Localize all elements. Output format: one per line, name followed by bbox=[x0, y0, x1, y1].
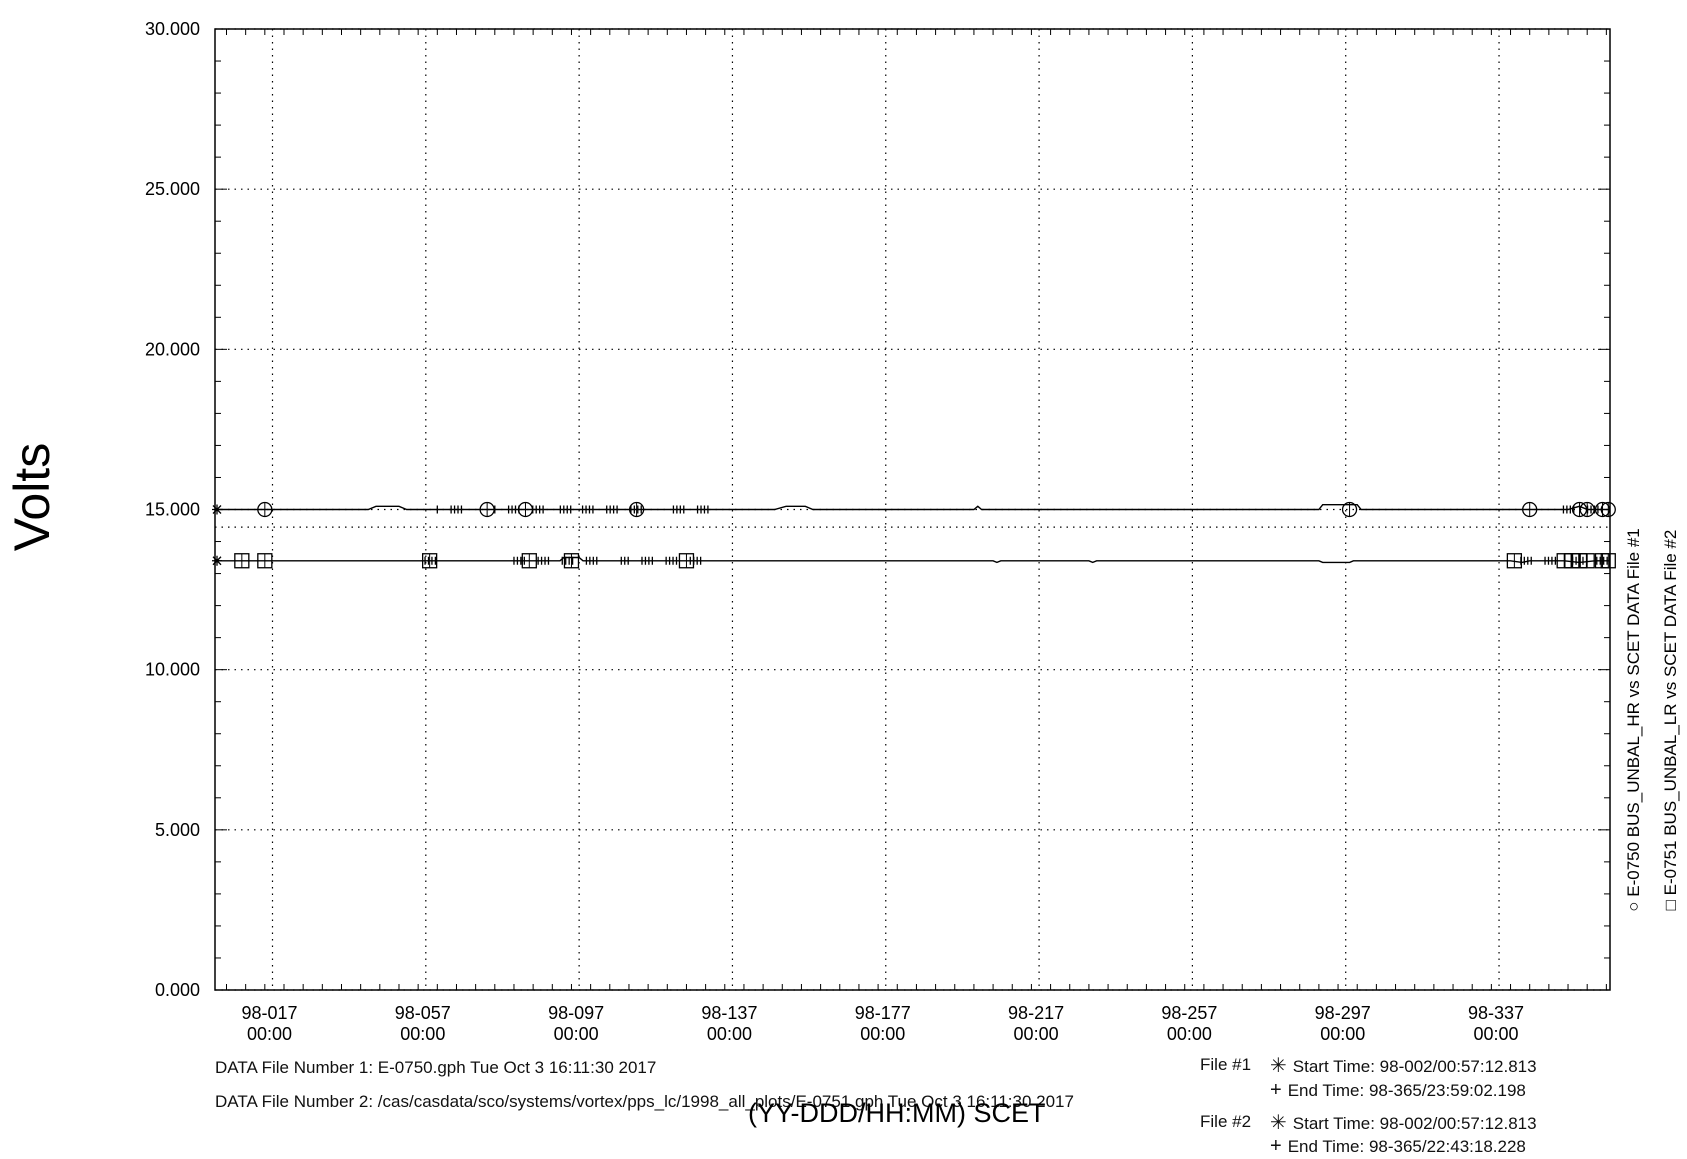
x-tick-label: 98-017 bbox=[241, 1003, 297, 1023]
series-line bbox=[215, 504, 1610, 511]
x-tick-sublabel: 00:00 bbox=[1320, 1024, 1365, 1044]
file2-end-time: End Time: 98-365/22:43:18.228 bbox=[1287, 1137, 1526, 1156]
y-tick-label: 20.000 bbox=[145, 339, 200, 359]
x-tick-sublabel: 00:00 bbox=[860, 1024, 905, 1044]
y-tick-label: 0.000 bbox=[155, 980, 200, 1000]
y-tick-label: 30.000 bbox=[145, 19, 200, 39]
y-tick-labels: 0.000 5.000 10.000 15.000 20.000 25.000 30.000 bbox=[145, 19, 200, 1000]
start-asterisk-marker bbox=[212, 504, 222, 515]
series bbox=[212, 501, 1616, 569]
x-axis-label: (YY-DDD/HH:MM) SCET bbox=[748, 1098, 1046, 1128]
legend-item-1: ○ E-0750 BUS_UNBAL_HR vs SCET DATA File … bbox=[1624, 528, 1644, 912]
y-axis-label: Volts bbox=[4, 442, 60, 552]
grid bbox=[215, 28, 1610, 991]
series-2 bbox=[212, 553, 1616, 569]
x-tick-label: 98-137 bbox=[701, 1003, 757, 1023]
legend-label-1: E-0750 BUS_UNBAL_HR vs SCET DATA File #1 bbox=[1624, 528, 1643, 897]
circle-marker-icon: ○ bbox=[1624, 901, 1643, 912]
y-tick-label: 10.000 bbox=[145, 660, 200, 680]
series-1 bbox=[212, 501, 1616, 518]
footer-file2-line: DATA File Number 2: /cas/casdata/sco/sys… bbox=[215, 1092, 1074, 1111]
start-asterisk-marker bbox=[212, 555, 222, 566]
file1-end-row: + End Time: 98-365/23:59:02.198 bbox=[1270, 1079, 1526, 1102]
y-tick-label: 25.000 bbox=[145, 179, 200, 199]
file2-end-row: + End Time: 98-365/22:43:18.228 bbox=[1270, 1135, 1526, 1158]
file1-label: File #1 bbox=[1200, 1055, 1252, 1074]
minor-ticks bbox=[215, 28, 1610, 991]
x-tick-sublabel: 00:00 bbox=[1014, 1024, 1059, 1044]
x-tick-sublabel: 00:00 bbox=[1474, 1024, 1519, 1044]
series-line bbox=[215, 556, 1610, 564]
file1-end-time: End Time: 98-365/23:59:02.198 bbox=[1287, 1081, 1526, 1100]
footer-file1-line: DATA File Number 1: E-0750.gph Tue Oct 3… bbox=[215, 1058, 657, 1077]
x-tick-label: 98-297 bbox=[1315, 1003, 1371, 1023]
x-tick-label: 98-097 bbox=[548, 1003, 604, 1023]
file2-start-row: ✳ Start Time: 98-002/00:57:12.813 bbox=[1270, 1110, 1537, 1135]
end-marker-icon: + bbox=[1270, 1135, 1282, 1157]
x-tick-label: 98-057 bbox=[395, 1003, 451, 1023]
legend-item-2: □ E-0751 BUS_UNBAL_LR vs SCET DATA File … bbox=[1661, 530, 1681, 911]
x-tick-sublabel: 00:00 bbox=[554, 1024, 599, 1044]
y-tick-label: 5.000 bbox=[155, 820, 200, 840]
x-tick-label: 98-217 bbox=[1008, 1003, 1064, 1023]
square-marker-icon: □ bbox=[1661, 900, 1680, 911]
x-tick-sublabel: 00:00 bbox=[247, 1024, 292, 1044]
x-tick-label: 98-177 bbox=[855, 1003, 911, 1023]
start-marker-icon: ✳ bbox=[1270, 1055, 1287, 1077]
start-marker-icon: ✳ bbox=[1270, 1112, 1287, 1134]
x-tick-sublabel: 00:00 bbox=[1167, 1024, 1212, 1044]
file2-label: File #2 bbox=[1200, 1112, 1252, 1131]
file1-start-time: Start Time: 98-002/00:57:12.813 bbox=[1292, 1057, 1537, 1076]
x-tick-sublabel: 00:00 bbox=[707, 1024, 752, 1044]
x-tick-label: 98-337 bbox=[1468, 1003, 1524, 1023]
y-tick-label: 15.000 bbox=[145, 500, 200, 520]
file2-start-time: Start Time: 98-002/00:57:12.813 bbox=[1292, 1114, 1537, 1133]
file1-start-row: ✳ Start Time: 98-002/00:57:12.813 bbox=[1270, 1053, 1537, 1078]
legend-label-2: E-0751 BUS_UNBAL_LR vs SCET DATA File #2 bbox=[1661, 529, 1680, 896]
x-tick-labels: 98-01700:0098-05700:0098-09700:0098-1370… bbox=[241, 1003, 1524, 1044]
x-tick-sublabel: 00:00 bbox=[400, 1024, 445, 1044]
end-marker-icon: + bbox=[1270, 1079, 1282, 1101]
x-tick-label: 98-257 bbox=[1161, 1003, 1217, 1023]
